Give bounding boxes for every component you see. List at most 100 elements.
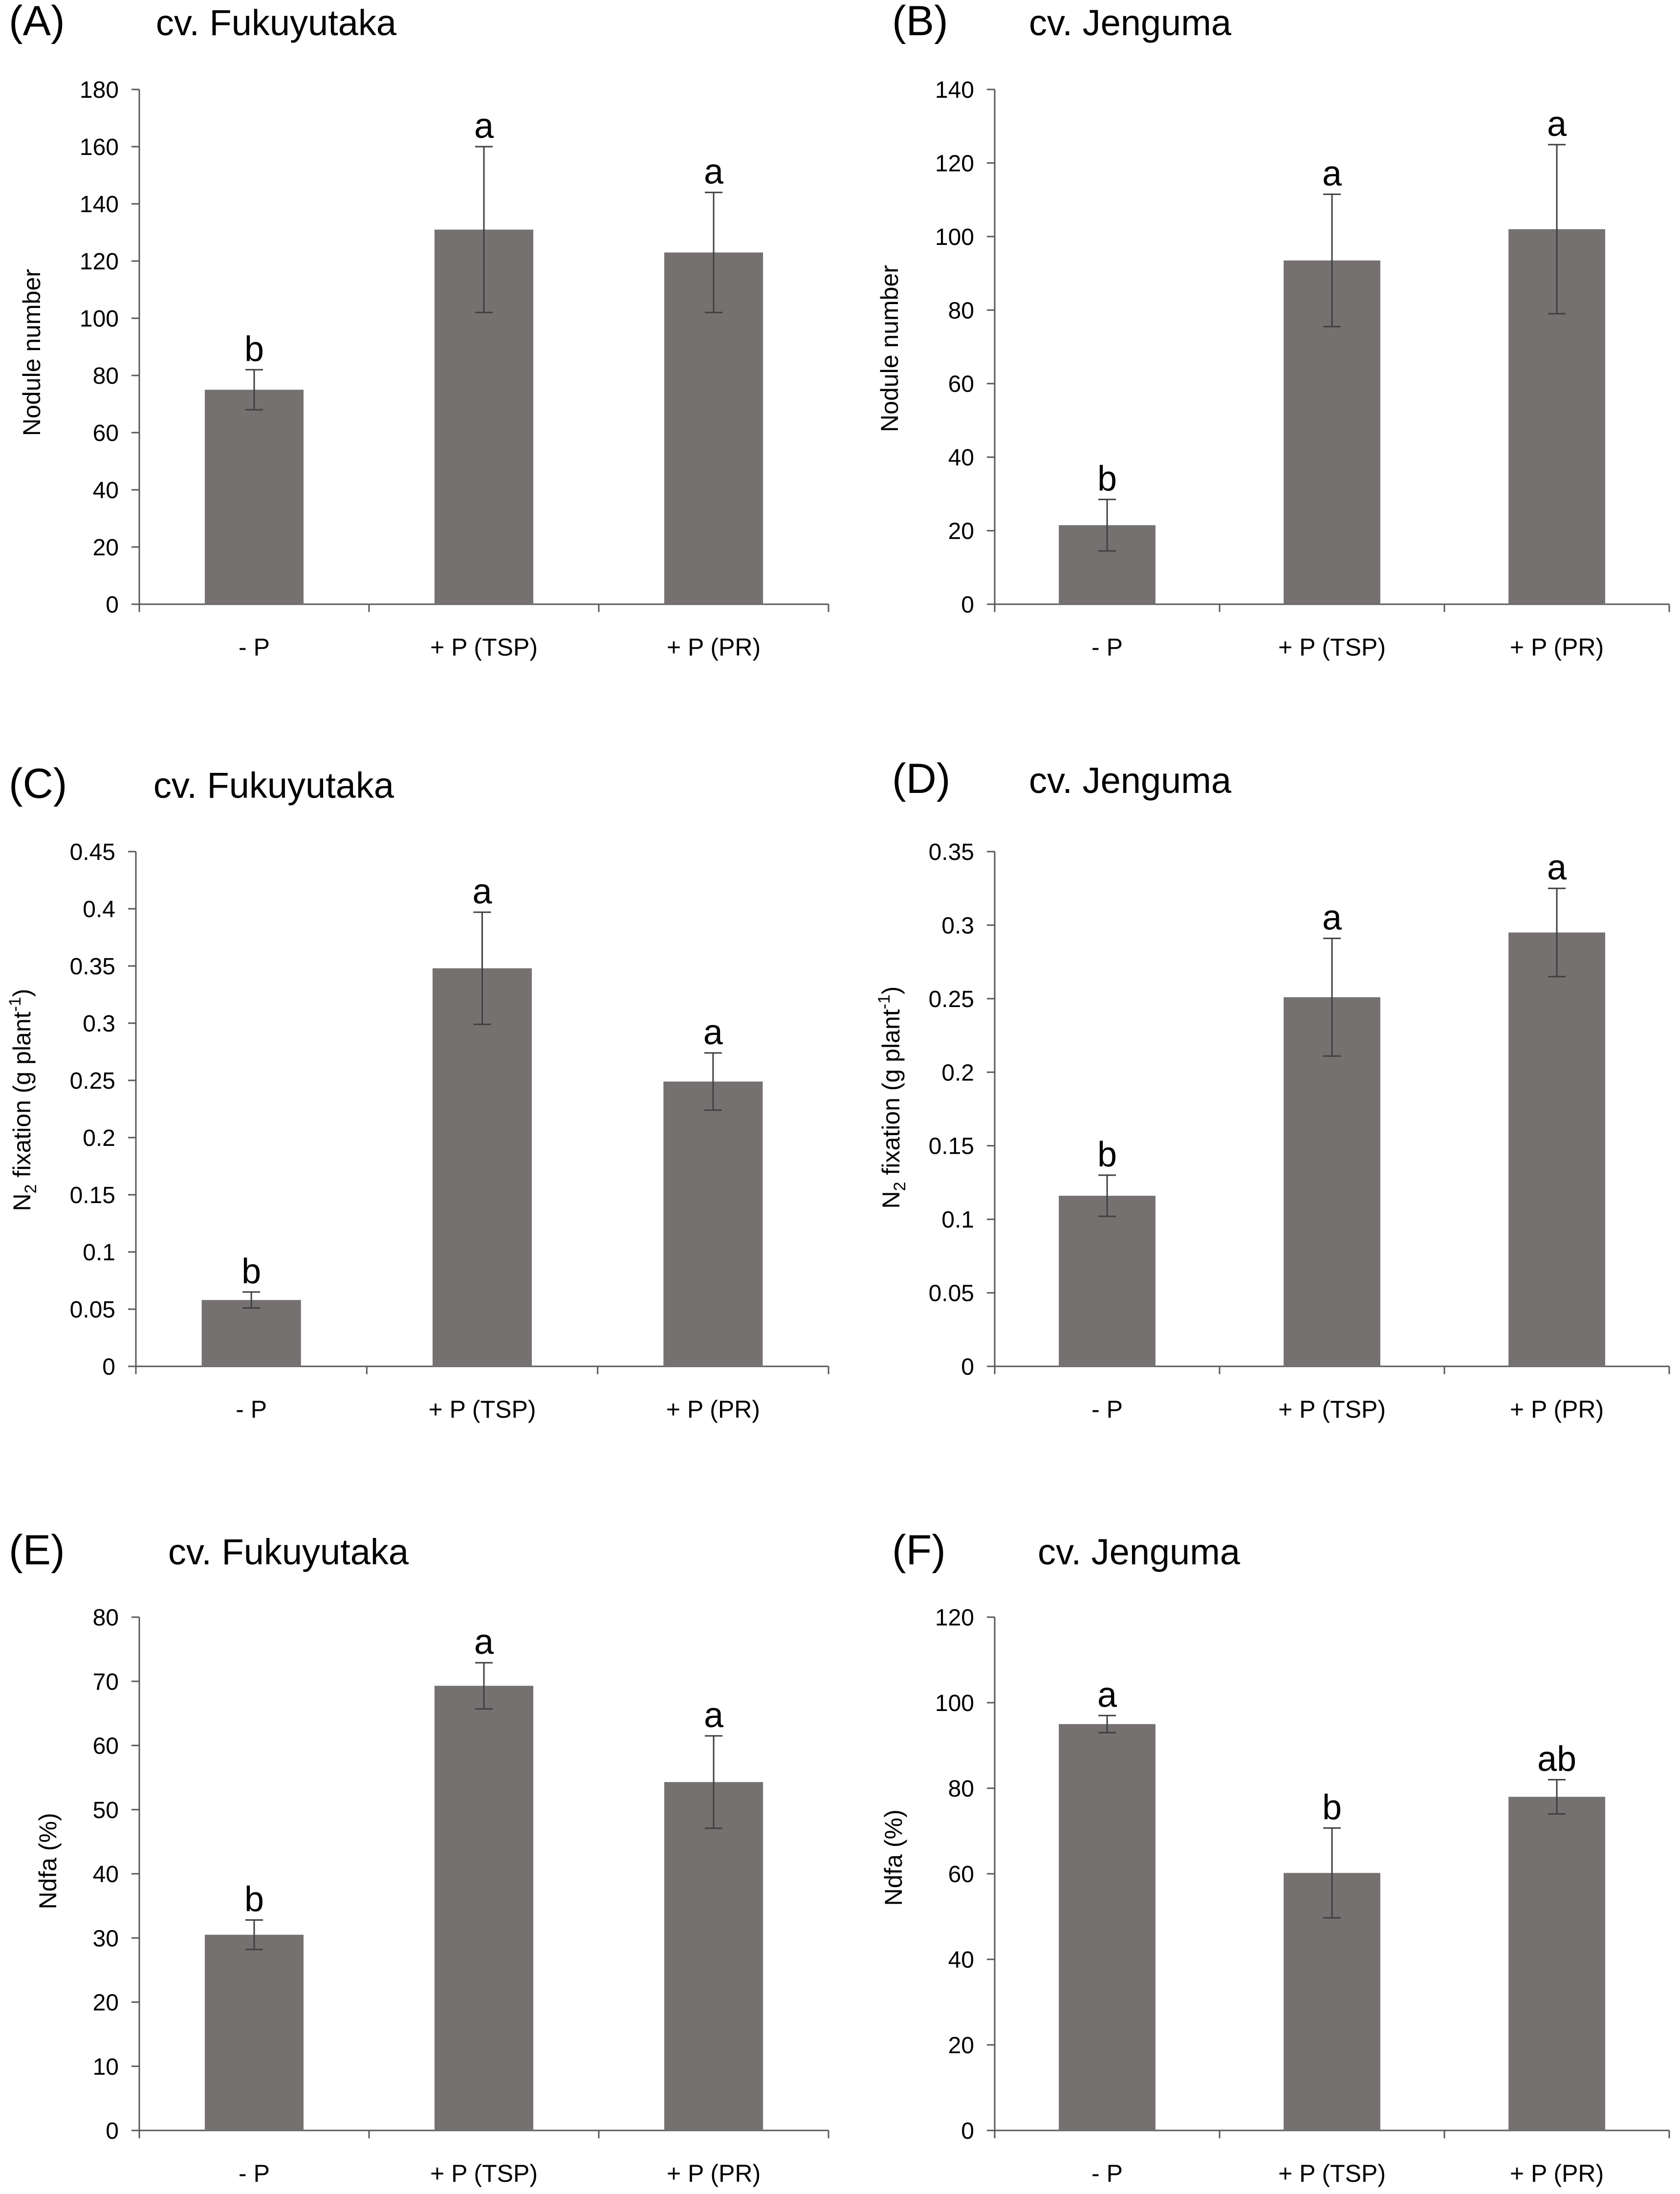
y-tick-label: 0 [102, 1354, 115, 1380]
significance-letters: b a a [241, 872, 723, 1291]
significance-letter: b [244, 329, 264, 369]
significance-letter: b [1097, 1135, 1117, 1174]
significance-letter: a [474, 1623, 494, 1662]
y-tick-label: 60 [948, 1862, 974, 1887]
y-tick-labels: 0 0.05 0.1 0.15 0.2 0.25 0.3 0.35 [929, 839, 974, 1380]
y-axis-label: N2 fixation (g plant-1) [875, 987, 909, 1209]
significance-letter: a [1547, 105, 1567, 144]
y-tick-label: 0 [106, 592, 119, 618]
chart-title: cv. Fukuyutaka [156, 2, 397, 43]
significance-letters: b a a [1097, 848, 1567, 1174]
significance-letters: b a a [244, 1623, 724, 1919]
chart-title: cv. Jenguma [1029, 760, 1232, 801]
panel-letter: (A) [9, 0, 65, 44]
x-tick-labels: - P + P (TSP) + P (PR) [1091, 634, 1604, 661]
y-tick-label: 60 [93, 420, 119, 446]
significance-letter: b [1097, 460, 1117, 499]
y-tick-label: 60 [93, 1733, 119, 1759]
y-tick-label: 0.05 [929, 1281, 974, 1307]
y-tick-label: 0.25 [929, 987, 974, 1012]
panel-letter: (C) [9, 760, 67, 807]
y-tick-label: 0.3 [941, 913, 974, 939]
y-tick-label: 40 [93, 478, 119, 504]
y-tick-labels: 0 20 40 60 80 100 120 140 [935, 77, 974, 618]
y-tick-label: 60 [948, 372, 974, 397]
y-tick-label: 0.2 [83, 1125, 115, 1151]
significance-letters: b a a [244, 107, 724, 369]
y-tick-labels: 0 20 40 60 80 100 120 [935, 1605, 974, 2144]
y-tick-labels: 0 0.05 0.1 0.15 0.2 0.25 0.3 0.35 0.4 0.45 [70, 839, 115, 1380]
panel-a: (A) cv. Fukuyutaka Nodule number b a a 0 20… [9, 0, 829, 661]
error-bars [242, 911, 722, 1309]
y-tick-label: 0.35 [929, 839, 974, 865]
bar [664, 1782, 764, 2130]
y-tick-label: 120 [935, 151, 974, 176]
y-tick-label: 0.05 [70, 1297, 115, 1323]
panel-letter: (E) [9, 1527, 65, 1574]
x-tick-label: - P [1091, 634, 1123, 661]
significance-letter: a [704, 153, 724, 192]
x-tick-label: + P (PR) [1510, 2160, 1604, 2187]
error-bars [245, 146, 722, 411]
error-bars [245, 1662, 722, 1951]
bar [1508, 932, 1605, 1366]
x-tick-label: + P (TSP) [1278, 2160, 1386, 2187]
significance-letter: a [703, 1013, 723, 1052]
y-tick-label: 0.1 [83, 1240, 115, 1266]
significance-letter: a [1322, 899, 1342, 938]
bars [1059, 932, 1605, 1366]
x-tick-label: + P (TSP) [1278, 1396, 1386, 1423]
significance-letters: b a a [1097, 105, 1567, 499]
x-tick-labels: - P + P (TSP) + P (PR) [239, 2160, 761, 2187]
y-tick-labels: 0 20 40 60 80 100 120 140 160 180 [80, 77, 119, 618]
y-tick-labels: 0 10 20 30 40 50 60 70 80 [93, 1605, 119, 2144]
y-tick-label: 80 [93, 363, 119, 389]
bar [1284, 997, 1380, 1366]
y-axis-label: Nodule number [18, 269, 45, 436]
bar [432, 968, 532, 1366]
y-tick-label: 0.1 [941, 1207, 974, 1233]
y-axis-label: Ndfa (%) [880, 1809, 907, 1906]
x-tick-label: + P (TSP) [430, 634, 538, 661]
y-axis-label: N2 fixation (g plant-1) [6, 989, 40, 1211]
y-tick-label: 0.15 [70, 1183, 115, 1208]
y-axis-label: Nodule number [876, 265, 903, 432]
bars [1059, 1724, 1605, 2130]
panel-letter: (F) [892, 1527, 946, 1574]
x-tick-label: + P (PR) [666, 1396, 760, 1423]
y-tick-label: 20 [948, 2033, 974, 2059]
x-tick-labels: - P + P (TSP) + P (PR) [236, 1396, 760, 1423]
chart-title: cv. Jenguma [1038, 1532, 1241, 1572]
y-tick-label: 0.4 [83, 897, 115, 922]
y-tick-label: 0.3 [83, 1011, 115, 1037]
x-tick-label: + P (TSP) [430, 2160, 538, 2187]
y-tick-label: 30 [93, 1926, 119, 1952]
panel-letter: (B) [892, 0, 948, 44]
y-tick-label: 0 [106, 2118, 119, 2144]
y-tick-label: 40 [948, 1947, 974, 1973]
y-tick-label: 0.45 [70, 839, 115, 865]
error-bars [1098, 1714, 1566, 1919]
significance-letter: b [244, 1880, 264, 1919]
y-tick-label: 0.25 [70, 1068, 115, 1094]
x-tick-labels: - P + P (TSP) + P (PR) [1091, 1396, 1604, 1423]
y-tick-label: 80 [948, 1776, 974, 1802]
significance-letter: a [474, 107, 494, 146]
y-tick-label: 20 [93, 1990, 119, 2016]
x-tick-label: - P [236, 1396, 267, 1423]
y-tick-label: 0 [961, 2118, 974, 2144]
x-tick-label: + P (TSP) [429, 1396, 536, 1423]
y-tick-label: 40 [948, 445, 974, 471]
panel-c: (C) cv. Fukuyutaka N2 fixation (g plant-… [6, 760, 829, 1423]
y-tick-label: 120 [80, 249, 119, 275]
y-tick-label: 0.35 [70, 954, 115, 980]
bar [1508, 1797, 1605, 2130]
y-tick-label: 160 [80, 134, 119, 160]
error-bars [1098, 887, 1566, 1217]
bar [434, 1686, 534, 2130]
x-tick-label: - P [239, 634, 270, 661]
y-tick-label: 120 [935, 1605, 974, 1631]
x-tick-label: - P [1091, 2160, 1123, 2187]
y-axis-label: Ndfa (%) [34, 1813, 62, 1909]
